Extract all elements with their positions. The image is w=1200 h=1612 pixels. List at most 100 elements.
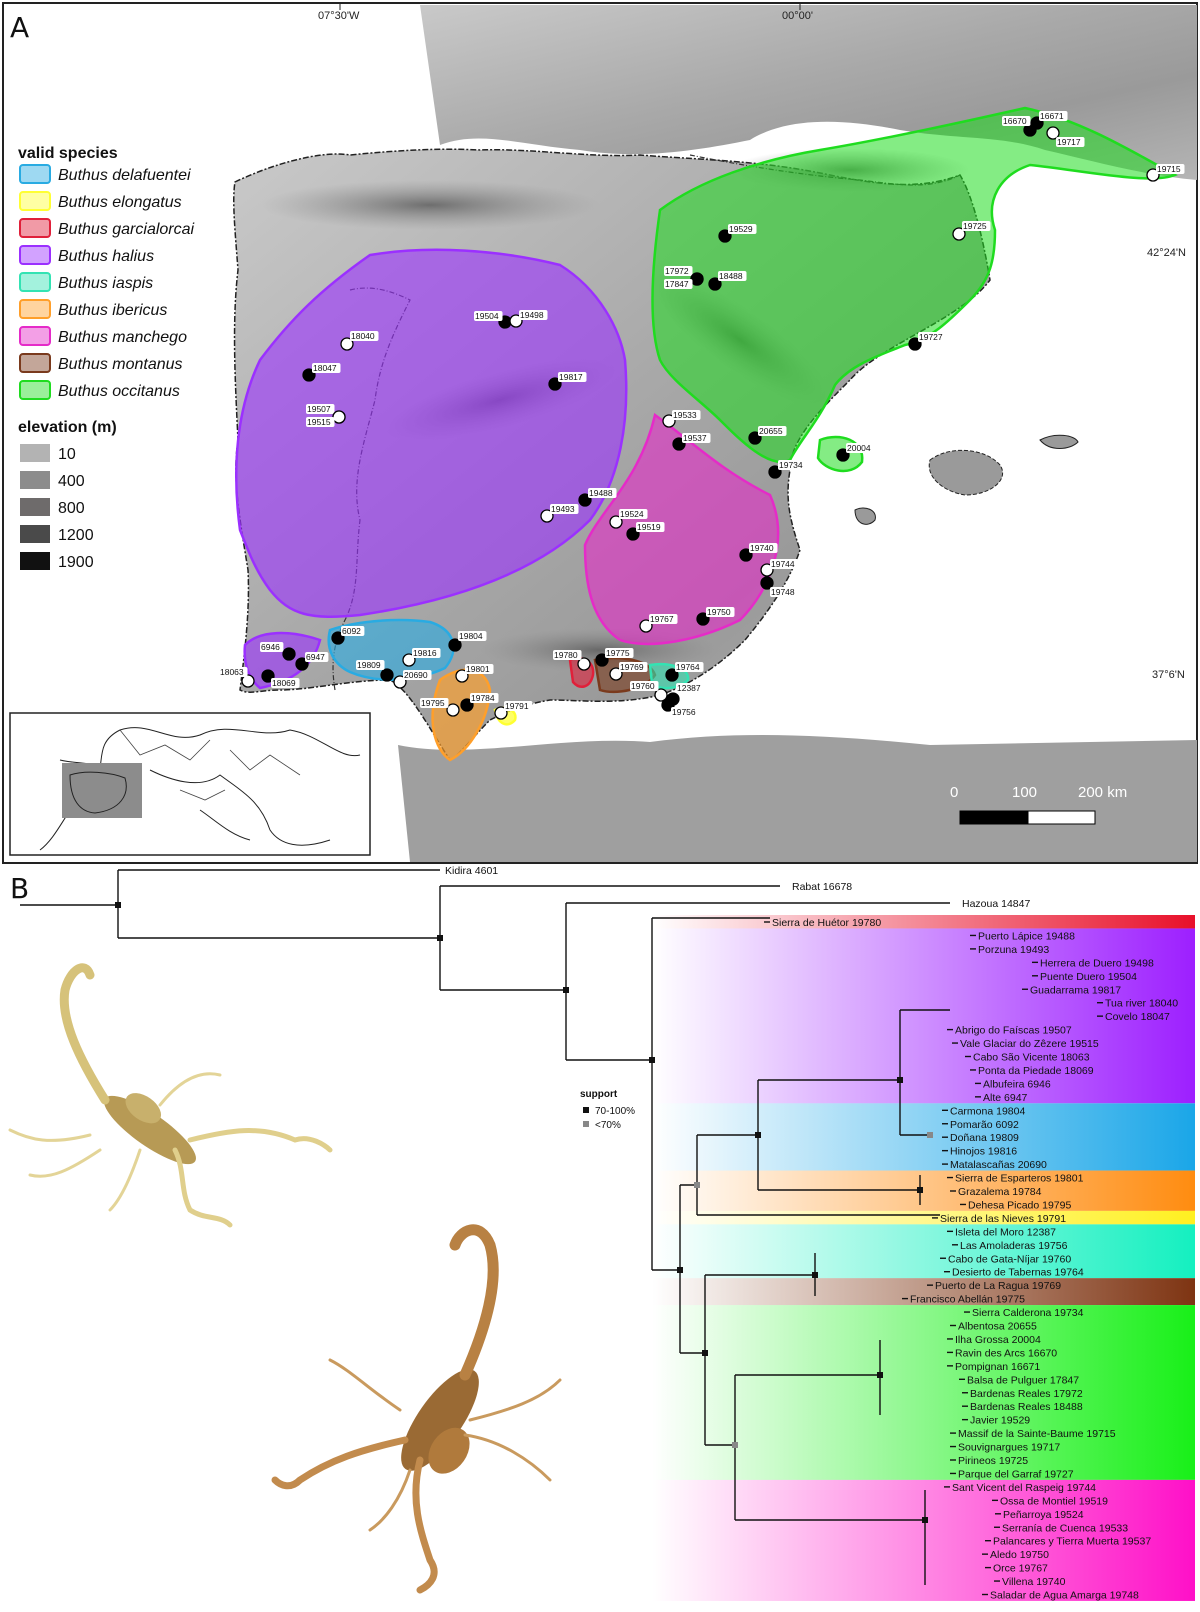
clade-band-1 <box>652 928 1195 1104</box>
site-label-bg-19498 <box>519 310 548 320</box>
tip-label: Sierra de las Nieves 19791 <box>940 1213 1066 1225</box>
tip-label: Puerto Lápice 19488 <box>978 930 1075 942</box>
legend-label-buthus-ibericus: Buthus ibericus <box>58 302 167 319</box>
site-marker-19734 <box>768 465 782 479</box>
legend-swatch-buthus-elongatus <box>19 191 51 211</box>
phylogenetic-tree <box>20 869 1103 1596</box>
site-label-20690: 20690 <box>404 670 428 680</box>
panel-letter-b: B <box>10 872 29 905</box>
site-marker-19767 <box>639 619 653 633</box>
site-label-19816: 19816 <box>413 648 437 658</box>
support-high-label: 70-100% <box>595 1106 635 1117</box>
site-label-bg-19507 <box>306 404 335 414</box>
tip-label: Sierra de Esparteros 19801 <box>955 1173 1084 1185</box>
tip-label: Javier 19529 <box>970 1415 1030 1427</box>
scale-label-200: 200 km <box>1078 784 1127 801</box>
legend-swatch-buthus-manchego <box>19 326 51 346</box>
support-node <box>812 1272 818 1278</box>
panel-letter-a: A <box>10 11 29 44</box>
site-label-bg-19801 <box>465 664 494 674</box>
legend-swatch-buthus-delafuentei <box>19 164 51 184</box>
site-marker-20690 <box>393 675 407 689</box>
legend-label-buthus-garcialorcai: Buthus garcialorcai <box>58 221 195 238</box>
site-marker-20655 <box>748 431 762 445</box>
site-label-bg-19816 <box>412 648 441 658</box>
tip-label: Pomarão 6092 <box>950 1119 1019 1131</box>
scale-label-0: 0 <box>950 784 958 801</box>
site-label-19493: 19493 <box>551 504 575 514</box>
site-label-19488: 19488 <box>589 488 613 498</box>
clade-band-8 <box>652 1479 1195 1601</box>
sampling-sites: 16670 16671 19717 19715 19529 19725 17972 17847… <box>219 111 1185 720</box>
tip-label: Guadarrama 19817 <box>1030 984 1121 996</box>
support-node <box>877 1372 883 1378</box>
tip-label: Carmona 19804 <box>950 1105 1025 1117</box>
legend-label-buthus-iaspis: Buthus iaspis <box>58 275 153 292</box>
site-marker-18040 <box>340 337 354 351</box>
site-marker-19717 <box>1046 126 1060 140</box>
tip-label: Ossa de Montiel 19519 <box>1000 1495 1108 1507</box>
menorca-island <box>1039 434 1079 449</box>
site-label-bg-19769 <box>619 662 648 672</box>
elevation-swatch-1900 <box>20 552 50 570</box>
legend-swatch-buthus-montanus <box>19 353 51 373</box>
site-marker-19817 <box>548 377 562 391</box>
elevation-label-800: 800 <box>58 500 85 517</box>
site-label-19533: 19533 <box>673 410 697 420</box>
panel-b-phylogeny: B Sierra de Huétor 19780 Puerto Lápice 19… <box>8 865 1195 1602</box>
range-buthus-halius <box>235 248 628 618</box>
site-label-bg-19493 <box>550 504 579 514</box>
tip-label: Albufeira 6946 <box>983 1078 1051 1090</box>
support-node <box>897 1077 903 1083</box>
site-marker-18047 <box>302 368 316 382</box>
tip-label: Bardenas Reales 18488 <box>970 1401 1083 1413</box>
site-label-bg-19780 <box>553 650 582 660</box>
tip-label: Ravin des Arcs 16670 <box>955 1347 1057 1359</box>
site-marker-19780 <box>577 657 591 671</box>
site-label-bg-19740 <box>749 543 778 553</box>
tip-label: Puente Duero 19504 <box>1040 971 1137 983</box>
tip-label: Albentosa 20655 <box>958 1321 1037 1333</box>
elevation-swatch-400 <box>20 471 50 489</box>
site-label-bg-19519 <box>636 522 665 532</box>
legend-swatch-buthus-occitanus <box>19 380 51 400</box>
site-label-bg-19524 <box>619 509 648 519</box>
tip-label: Francisco Abellán 19775 <box>910 1294 1025 1306</box>
site-label-bg-19727 <box>918 332 947 342</box>
clade-band-3 <box>652 1170 1195 1211</box>
tip-label: Cabo São Vicente 18063 <box>973 1052 1090 1064</box>
legend: valid species Buthus delafuentei Buthus e… <box>18 145 195 571</box>
site-label-18488: 18488 <box>719 271 743 281</box>
site-marker-17847 <box>690 272 704 286</box>
site-label-19750: 19750 <box>707 607 731 617</box>
site-label-18063: 18063 <box>220 667 244 677</box>
legend-elevation-title: elevation (m) <box>18 419 117 436</box>
site-label-bg-19725 <box>962 221 991 231</box>
elevation-swatch-1200 <box>20 525 50 543</box>
tip-label: Abrigo do Faíscas 19507 <box>955 1025 1072 1037</box>
site-label-12387: 12387 <box>677 683 701 693</box>
site-marker-19740 <box>739 548 753 562</box>
clade-bands <box>652 915 1195 1601</box>
support-node <box>115 902 121 908</box>
site-label-19537: 19537 <box>683 433 707 443</box>
clade-band-6 <box>652 1278 1195 1306</box>
tip-label: Sant Vicent del Raspeig 19744 <box>952 1482 1096 1494</box>
outgroup-label-kidira: Kidira 4601 <box>445 865 498 877</box>
outgroup-label-rabat: Rabat 16678 <box>792 881 852 893</box>
site-marker-19727 <box>908 337 922 351</box>
tip-label: Pompignan 16671 <box>955 1361 1040 1373</box>
site-label-bg-16671 <box>1039 111 1068 121</box>
support-node <box>563 987 569 993</box>
elevation-legend: 10 400 800 1200 1900 <box>20 444 94 571</box>
site-label-bg-19756 <box>671 707 700 717</box>
support-high-marker <box>583 1107 589 1113</box>
legend-species-title: valid species <box>18 145 118 162</box>
support-legend-title: support <box>580 1089 618 1100</box>
coord-lon-left: 07°30'W <box>318 10 360 22</box>
site-label-bg-19795 <box>420 698 449 708</box>
site-marker-19804 <box>448 638 462 652</box>
scale-bar: 0 100 200 km <box>950 784 1127 825</box>
site-label-bg-19764 <box>675 662 704 672</box>
tip-label: Tua river 18040 <box>1105 998 1178 1010</box>
